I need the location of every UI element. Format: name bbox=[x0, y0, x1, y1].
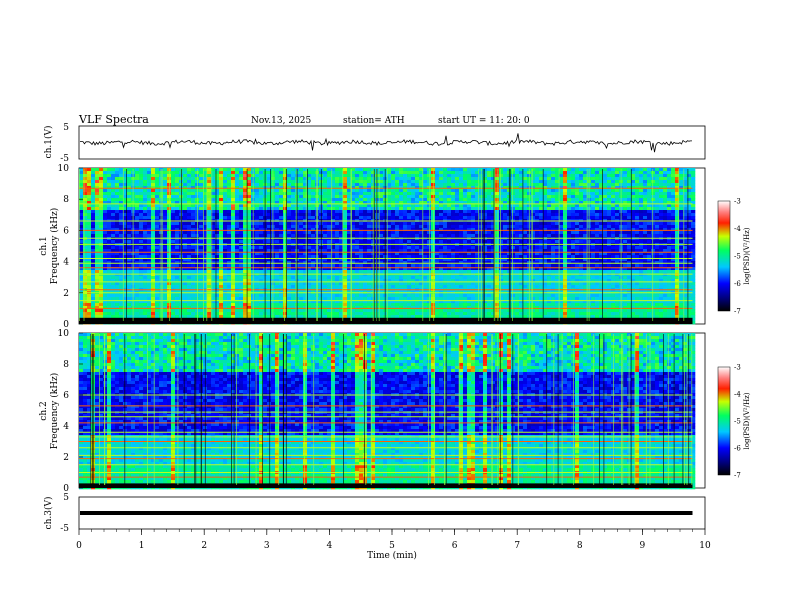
ch1-colorbar bbox=[717, 200, 731, 312]
figure-title: VLF Spectra bbox=[78, 113, 149, 126]
ch1-spectrogram-image bbox=[79, 168, 696, 325]
ch2-colorbar bbox=[717, 366, 731, 476]
header-station: station= ATH bbox=[343, 116, 405, 126]
ch2-spec-ytick-2: 2 bbox=[63, 453, 69, 463]
ch3-waveform-ylabel: ch.3(V) bbox=[43, 497, 54, 530]
x-tick-3: 3 bbox=[264, 541, 270, 551]
ch1-spec-ytick-8: 8 bbox=[63, 195, 69, 205]
x-tick-7: 7 bbox=[514, 541, 520, 551]
ch2-spec-low-band bbox=[79, 483, 693, 488]
ch2-spec-cbtick--6: -6 bbox=[734, 445, 741, 453]
ch1-ytick-top: 5 bbox=[63, 123, 69, 133]
ch2-spectrogram-ylabel: Frequency (kHz) bbox=[49, 373, 60, 450]
ch1-waveform-trace bbox=[79, 133, 692, 153]
ch2-colorbar-label: log(PSD)(V²/Hz) bbox=[743, 392, 751, 449]
x-tick-5: 5 bbox=[389, 541, 395, 551]
header-date: Nov.13, 2025 bbox=[251, 116, 312, 126]
ch3-ytick-bottom: -5 bbox=[60, 524, 69, 534]
ch1-waveform-panel: 5 -5 ch.1(V) bbox=[43, 123, 706, 164]
ch1-spec-cbtick--6: -6 bbox=[734, 280, 741, 288]
ch1-spec-ytick-6: 6 bbox=[63, 226, 69, 236]
header-start-ut: start UT = 11: 20: 0 bbox=[438, 116, 530, 126]
ch2-spec-cbtick--4: -4 bbox=[734, 391, 741, 399]
ch2-spectrogram-image bbox=[79, 333, 696, 490]
ch1-spec-ytick-0: 0 bbox=[63, 320, 69, 330]
ch1-spec-cbtick--7: -7 bbox=[734, 308, 741, 316]
ch1-spec-cbtick--5: -5 bbox=[734, 253, 741, 261]
ch1-spectrogram-channel-label: ch.1 bbox=[39, 236, 49, 255]
ch2-spectrogram-channel-label: ch.2 bbox=[39, 401, 49, 420]
ch1-colorbar-label: log(PSD)(V²/Hz) bbox=[743, 227, 751, 284]
ch1-waveform-ylabel: ch.1(V) bbox=[43, 126, 54, 159]
ch1-ytick-bottom: -5 bbox=[60, 154, 69, 164]
x-tick-10: 10 bbox=[699, 541, 711, 551]
ch1-spec-low-band bbox=[79, 317, 693, 324]
ch2-spec-ytick-4: 4 bbox=[63, 422, 69, 432]
x-tick-6: 6 bbox=[452, 541, 458, 551]
ch1-spec-ytick-2: 2 bbox=[63, 289, 69, 299]
ch3-ytick-top: 5 bbox=[63, 493, 69, 503]
ch2-spec-ytick-8: 8 bbox=[63, 360, 69, 370]
x-tick-0: 0 bbox=[76, 541, 82, 551]
ch2-spec-ytick-10: 10 bbox=[58, 329, 70, 339]
x-tick-8: 8 bbox=[577, 541, 583, 551]
ch2-spec-cbtick--5: -5 bbox=[734, 418, 741, 426]
ch1-spec-ytick-4: 4 bbox=[63, 258, 69, 268]
ch1-spec-ytick-10: 10 bbox=[58, 164, 70, 174]
x-tick-9: 9 bbox=[640, 541, 646, 551]
ch1-spec-cbtick--3: -3 bbox=[734, 198, 741, 206]
x-tick-1: 1 bbox=[139, 541, 145, 551]
ch1-spec-cbtick--4: -4 bbox=[734, 225, 741, 233]
ch1-spectrogram-ylabel: Frequency (kHz) bbox=[49, 208, 60, 285]
ch2-spec-cbtick--3: -3 bbox=[734, 364, 741, 372]
ch2-spec-cbtick--7: -7 bbox=[734, 472, 741, 480]
x-tick-2: 2 bbox=[201, 541, 207, 551]
ch3-waveform-panel: 5 -5 ch.3(V) bbox=[43, 493, 706, 534]
ch2-spec-ytick-0: 0 bbox=[63, 484, 69, 494]
x-axis: 0 1 2 3 4 5 6 7 8 9 10 bbox=[76, 529, 711, 551]
x-tick-4: 4 bbox=[327, 541, 333, 551]
x-axis-label: Time (min) bbox=[367, 550, 417, 561]
ch2-spec-ytick-6: 6 bbox=[63, 391, 69, 401]
